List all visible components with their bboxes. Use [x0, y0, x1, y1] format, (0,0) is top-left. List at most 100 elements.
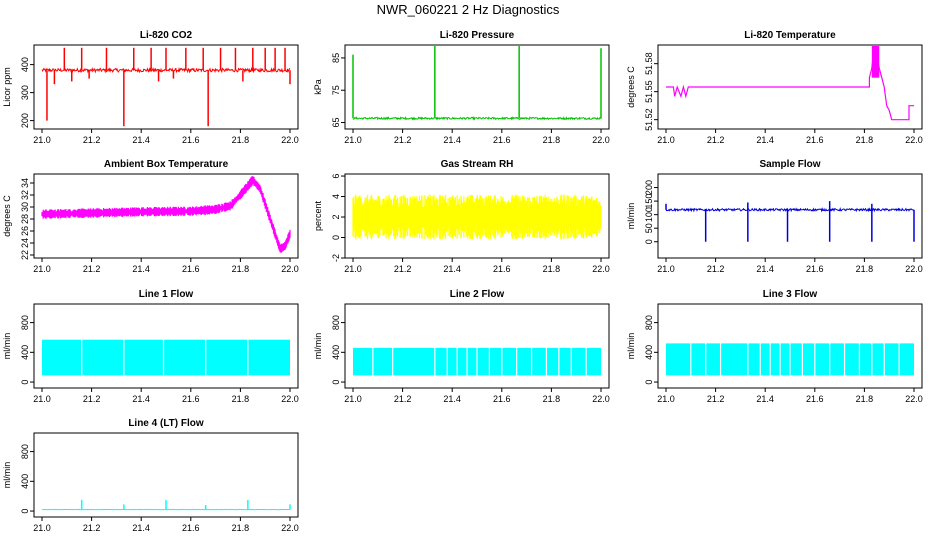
plot-frame — [657, 303, 923, 389]
y-tick-label: -2 — [331, 254, 341, 262]
x-tick-label: 21.0 — [344, 264, 362, 274]
x-tick-label: 21.2 — [707, 264, 725, 274]
chart-title: Line 4 (LT) Flow — [128, 418, 204, 429]
chart-line1: Line 1 Flow 21.0 21.2 21.4 21.6 21.8 22.0 0 400 8… — [2, 289, 299, 404]
x-tick-label: 21.0 — [344, 394, 362, 404]
chart-title: Line 3 Flow — [763, 289, 818, 300]
y-tick-label: 0 — [331, 235, 341, 240]
series-band — [352, 194, 602, 240]
y-tick-label: 400 — [20, 474, 30, 489]
y-tick-label: 150 — [644, 194, 654, 209]
chart-title: Sample Flow — [759, 159, 820, 170]
y-axis-label: ml/min — [626, 333, 636, 360]
y-tick-label: 51.58 — [644, 52, 654, 75]
plot-frame — [33, 432, 299, 518]
x-tick-label: 21.4 — [132, 394, 150, 404]
chart-title: Ambient Box Temperature — [104, 159, 229, 170]
x-tick-label: 21.8 — [856, 394, 874, 404]
x-tick-label: 21.0 — [33, 135, 51, 145]
y-tick-label: 75 — [331, 85, 341, 95]
x-tick-label: 21.6 — [493, 135, 511, 145]
x-tick-label: 21.8 — [856, 135, 874, 145]
chart-title: Gas Stream RH — [441, 159, 514, 170]
x-tick-label: 22.0 — [592, 264, 610, 274]
plot-area — [665, 201, 915, 242]
x-tick-label: 21.8 — [543, 394, 561, 404]
y-tick-label: 400 — [331, 345, 341, 360]
series-line — [666, 46, 914, 121]
x-tick-label: 21.8 — [543, 264, 561, 274]
x-tick-label: 21.6 — [182, 523, 200, 533]
plot-frame — [657, 173, 923, 259]
chart-co2: Li-820 CO2 21.0 21.2 21.4 21.6 21.8 22.0 200 300… — [2, 30, 299, 145]
y-tick-label: 0 — [644, 380, 654, 385]
x-tick-label: 21.0 — [657, 135, 675, 145]
y-tick-label: 51.52 — [644, 108, 654, 131]
x-tick-label: 21.2 — [83, 523, 101, 533]
x-tick-label: 21.0 — [657, 394, 675, 404]
y-axis-label: ml/min — [2, 462, 12, 489]
x-tick-label: 22.0 — [281, 264, 299, 274]
chart-sample: Sample Flow 21.0 21.2 21.4 21.6 21.8 22.0 0 5010… — [626, 159, 923, 274]
y-axis-label: Licor ppm — [2, 67, 12, 107]
y-tick-label: 32 — [20, 190, 30, 200]
plot-frame — [33, 44, 299, 130]
plot-area — [352, 194, 602, 240]
x-tick-label: 21.2 — [394, 264, 412, 274]
plot-area — [352, 46, 602, 121]
x-tick-label: 21.2 — [83, 264, 101, 274]
y-axis-label: degrees C — [2, 195, 12, 237]
x-tick-label: 21.8 — [232, 135, 250, 145]
x-tick-label: 21.6 — [182, 394, 200, 404]
chart-title: Li-820 CO2 — [140, 30, 193, 41]
x-tick-label: 21.0 — [33, 394, 51, 404]
series-block — [871, 46, 880, 78]
x-tick-label: 21.2 — [707, 135, 725, 145]
y-tick-label: 0 — [20, 380, 30, 385]
x-tick-label: 22.0 — [281, 135, 299, 145]
y-tick-label: 0 — [644, 239, 654, 244]
y-tick-label: 800 — [20, 315, 30, 330]
x-tick-label: 21.8 — [232, 264, 250, 274]
x-tick-label: 21.2 — [83, 135, 101, 145]
y-tick-label: 800 — [20, 444, 30, 459]
y-tick-label: 26 — [20, 226, 30, 236]
x-tick-label: 21.6 — [493, 264, 511, 274]
x-tick-label: 21.6 — [806, 264, 824, 274]
x-tick-label: 21.8 — [543, 135, 561, 145]
y-tick-label: 28 — [20, 214, 30, 224]
x-tick-label: 22.0 — [592, 394, 610, 404]
series-line — [665, 207, 914, 213]
plot-frame — [344, 173, 610, 259]
y-axis-label: kPa — [313, 79, 323, 95]
y-tick-label: 400 — [644, 345, 654, 360]
y-tick-label: 100 — [644, 207, 654, 222]
x-tick-label: 21.6 — [806, 135, 824, 145]
y-tick-label: 800 — [644, 315, 654, 330]
y-tick-label: 24 — [20, 238, 30, 248]
plot-area — [41, 47, 291, 127]
plot-area — [353, 346, 601, 377]
x-tick-label: 21.0 — [33, 264, 51, 274]
x-tick-label: 21.4 — [132, 264, 150, 274]
series-line — [352, 115, 602, 121]
plot-frame — [33, 303, 299, 389]
chart-title: Li-820 Temperature — [744, 30, 836, 41]
y-tick-label: 200 — [644, 180, 654, 195]
y-axis-label: degrees C — [626, 66, 636, 108]
x-tick-label: 21.4 — [756, 135, 774, 145]
x-tick-label: 21.4 — [756, 394, 774, 404]
plot-frame — [344, 303, 610, 389]
chart-title: Line 1 Flow — [139, 289, 194, 300]
y-tick-label: 800 — [331, 315, 341, 330]
chart-ambient: Ambient Box Temperature 21.0 21.2 21.4 21.6 2… — [2, 159, 299, 274]
x-tick-label: 21.4 — [132, 523, 150, 533]
series-band — [41, 176, 291, 253]
x-tick-label: 22.0 — [281, 523, 299, 533]
y-tick-label: 2 — [331, 215, 341, 220]
plot-area — [42, 338, 290, 377]
plot-frame — [33, 173, 299, 259]
x-tick-label: 21.2 — [394, 394, 412, 404]
chart-line2: Line 2 Flow 21.0 21.2 21.4 21.6 21.8 22.0 0 400 8… — [313, 289, 610, 404]
